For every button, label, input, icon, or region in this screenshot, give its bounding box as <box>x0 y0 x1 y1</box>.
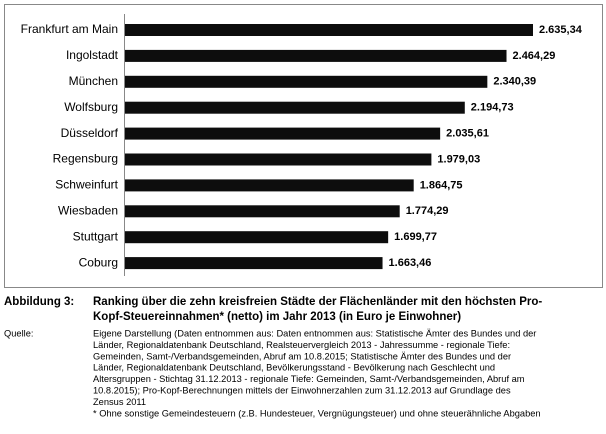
bar <box>125 127 441 140</box>
source-line: Eigene Darstellung (Daten entnommen aus:… <box>93 328 536 338</box>
source-line: 10.8.2015); Pro-Kopf-Berechnungen mittel… <box>93 385 511 395</box>
value-label: 1.864,75 <box>420 179 463 191</box>
source-line: Altersgruppen - Stichtag 31.12.2013 - re… <box>93 374 525 384</box>
value-label: 2.340,39 <box>493 76 536 88</box>
category-label: Wiesbaden <box>58 203 118 217</box>
category-label: Regensburg <box>53 152 118 166</box>
category-label: Ingolstadt <box>66 48 119 62</box>
source-line: Länder, Regionaldatenbank Deutschland, R… <box>93 340 510 350</box>
bar <box>125 205 400 218</box>
category-label: München <box>69 74 118 88</box>
bar <box>125 75 488 88</box>
value-label: 1.979,03 <box>437 153 480 165</box>
value-label: 2.635,34 <box>539 24 583 36</box>
bar <box>125 101 465 114</box>
value-label: 1.774,29 <box>406 205 449 217</box>
chart-frame <box>4 4 603 288</box>
source-label: Quelle: <box>4 328 33 338</box>
bar <box>125 179 414 192</box>
bar <box>125 49 507 62</box>
source-line: Gemeinden, Samt-/Verbandsgemeinden, Abru… <box>93 351 511 361</box>
source-line: Zensus 2011 <box>93 397 146 407</box>
category-label: Schweinfurt <box>55 178 118 192</box>
caption-title: Kopf-Steuereinnahmen* (netto) im Jahr 20… <box>93 311 461 323</box>
caption-label: Abbildung 3: <box>4 296 74 308</box>
source-line: * Ohne sonstige Gemeindesteuern (z.B. Hu… <box>93 408 541 418</box>
value-label: 2.035,61 <box>446 128 489 140</box>
value-label: 2.194,73 <box>471 102 514 114</box>
category-label: Coburg <box>79 255 118 269</box>
value-label: 2.464,29 <box>513 50 556 62</box>
bar <box>125 231 389 244</box>
value-label: 1.699,77 <box>394 231 437 243</box>
category-label: Wolfsburg <box>64 100 118 114</box>
category-label: Frankfurt am Main <box>21 22 118 36</box>
category-label: Stuttgart <box>73 229 119 243</box>
category-label: Düsseldorf <box>61 126 119 140</box>
bar <box>125 24 533 36</box>
bar <box>125 257 383 270</box>
caption-title: Ranking über die zehn kreisfreien Städte… <box>93 296 542 308</box>
source-line: Länder, Regionaldatenbank Deutschland, B… <box>93 363 495 373</box>
value-label: 1.663,46 <box>389 257 432 269</box>
bar <box>125 153 432 166</box>
